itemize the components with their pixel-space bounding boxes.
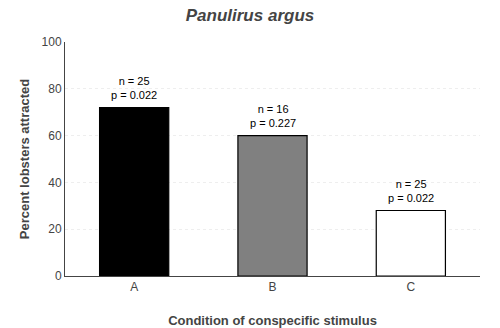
svg-text:100: 100 — [42, 35, 62, 49]
svg-text:Condition of conspecific stimu: Condition of conspecific stimulus — [168, 313, 377, 328]
svg-text:n = 25p = 0.022: n = 25p = 0.022 — [388, 178, 434, 204]
svg-text:0: 0 — [55, 269, 62, 283]
svg-text:60: 60 — [48, 129, 62, 143]
svg-text:B: B — [268, 280, 276, 294]
svg-text:20: 20 — [48, 222, 62, 236]
svg-text:80: 80 — [48, 82, 62, 96]
svg-text:n = 16p = 0.227: n = 16p = 0.227 — [250, 103, 296, 129]
svg-text:C: C — [406, 280, 415, 294]
svg-text:Panulirus argus: Panulirus argus — [186, 6, 314, 25]
svg-text:Percent lobsters attracted: Percent lobsters attracted — [17, 79, 32, 239]
svg-text:A: A — [130, 280, 138, 294]
svg-text:40: 40 — [48, 176, 62, 190]
svg-text:n = 25p = 0.022: n = 25p = 0.022 — [111, 75, 157, 101]
